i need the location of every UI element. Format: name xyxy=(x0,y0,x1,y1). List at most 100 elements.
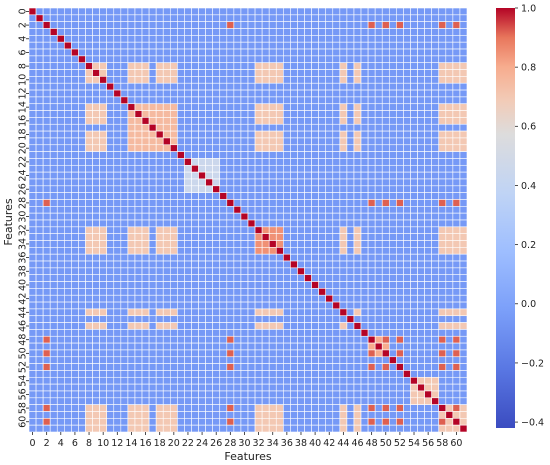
heatmap-cell xyxy=(240,117,249,125)
heatmap-cell xyxy=(162,137,171,146)
heatmap-cell xyxy=(148,164,157,173)
heatmap-cell xyxy=(367,82,376,91)
heatmap-cell xyxy=(318,117,327,125)
heatmap-cell xyxy=(445,363,454,371)
heatmap-cell xyxy=(49,178,58,187)
heatmap-cell xyxy=(396,226,404,234)
heatmap-cell xyxy=(290,247,298,255)
heatmap-cell xyxy=(155,103,164,111)
heatmap-cell xyxy=(212,164,221,173)
heatmap-cell xyxy=(184,418,192,426)
heatmap-cell xyxy=(346,137,355,146)
heatmap-cell xyxy=(367,55,376,64)
heatmap-cell xyxy=(233,294,242,303)
heatmap-cell xyxy=(78,349,86,358)
heatmap-cell xyxy=(85,281,93,289)
heatmap-cell xyxy=(403,424,411,433)
heatmap-cell xyxy=(452,14,461,22)
heatmap-cell xyxy=(445,76,454,84)
heatmap-cell xyxy=(92,144,100,152)
heatmap-cell xyxy=(403,294,411,303)
heatmap-cell xyxy=(226,158,235,166)
heatmap-cell xyxy=(452,117,461,125)
heatmap-cell xyxy=(113,185,122,193)
heatmap-cell xyxy=(367,288,376,296)
heatmap-cell xyxy=(304,35,312,43)
heatmap-cell xyxy=(92,274,100,282)
heatmap-cell xyxy=(346,117,355,125)
heatmap-cell xyxy=(247,376,256,385)
heatmap-cell xyxy=(297,137,305,146)
heatmap-cell xyxy=(318,151,327,159)
heatmap-cell xyxy=(113,294,122,303)
heatmap-cell xyxy=(403,35,411,43)
heatmap-cell xyxy=(64,21,72,29)
x-tick-label: 40 xyxy=(309,438,321,449)
heatmap-cell xyxy=(85,301,93,310)
heatmap-cell xyxy=(28,219,37,228)
x-tick-label: 30 xyxy=(238,438,250,449)
heatmap-cell xyxy=(191,404,199,412)
heatmap-cell xyxy=(99,370,108,378)
heatmap-cell xyxy=(85,356,93,364)
heatmap-cell xyxy=(417,212,425,221)
heatmap-cell xyxy=(360,69,369,77)
heatmap-cell xyxy=(445,69,454,77)
heatmap-cell xyxy=(452,233,461,241)
heatmap-cell xyxy=(388,294,397,303)
heatmap-cell xyxy=(99,117,108,125)
heatmap-cell xyxy=(155,342,164,351)
heatmap-cell xyxy=(346,82,355,91)
heatmap-cell xyxy=(311,96,319,105)
heatmap-cell xyxy=(162,130,171,139)
heatmap-cell xyxy=(311,123,319,132)
heatmap-cell xyxy=(141,363,150,371)
heatmap-cell xyxy=(219,7,228,16)
heatmap-cell xyxy=(297,219,305,228)
heatmap-cell xyxy=(381,308,390,317)
heatmap-cell xyxy=(148,294,157,303)
heatmap-cell xyxy=(127,103,136,111)
heatmap-cell xyxy=(85,82,93,91)
heatmap-cell xyxy=(134,199,143,207)
heatmap-cell xyxy=(198,103,206,111)
heatmap-cell xyxy=(445,411,454,419)
heatmap-cell xyxy=(113,301,122,310)
heatmap-cell xyxy=(99,55,108,64)
heatmap-cell xyxy=(64,288,72,296)
heatmap-cell xyxy=(283,219,291,228)
heatmap-cell xyxy=(42,404,51,412)
heatmap-cell xyxy=(304,322,312,330)
heatmap-cell xyxy=(120,14,129,22)
heatmap-cell xyxy=(42,192,51,200)
heatmap-cell xyxy=(431,28,440,36)
heatmap-cell xyxy=(85,411,93,419)
heatmap-cell xyxy=(113,137,122,146)
heatmap-cell xyxy=(431,322,440,330)
heatmap-cell xyxy=(360,219,369,228)
heatmap-cell xyxy=(254,356,263,364)
heatmap-cell xyxy=(445,130,454,139)
heatmap-cell xyxy=(452,35,461,43)
heatmap-cell xyxy=(169,281,178,289)
heatmap-cell xyxy=(318,383,327,392)
heatmap-cell xyxy=(297,212,305,221)
heatmap-cell xyxy=(261,253,270,262)
heatmap-cell xyxy=(304,383,312,392)
heatmap-cell xyxy=(360,41,369,50)
heatmap-cell xyxy=(49,397,58,405)
heatmap-cell xyxy=(64,356,72,364)
heatmap-cell xyxy=(318,301,327,310)
heatmap-cell xyxy=(424,411,432,419)
heatmap-cell xyxy=(64,315,72,323)
heatmap-cell xyxy=(247,35,256,43)
heatmap-cell xyxy=(49,370,58,378)
heatmap-cell xyxy=(127,192,136,200)
heatmap-cell xyxy=(141,212,150,221)
heatmap-cell xyxy=(431,103,440,111)
heatmap-cell xyxy=(346,48,355,57)
heatmap-cell xyxy=(106,363,115,371)
heatmap-cell xyxy=(424,192,432,200)
heatmap-cell xyxy=(431,151,440,159)
heatmap-cell xyxy=(42,267,51,276)
